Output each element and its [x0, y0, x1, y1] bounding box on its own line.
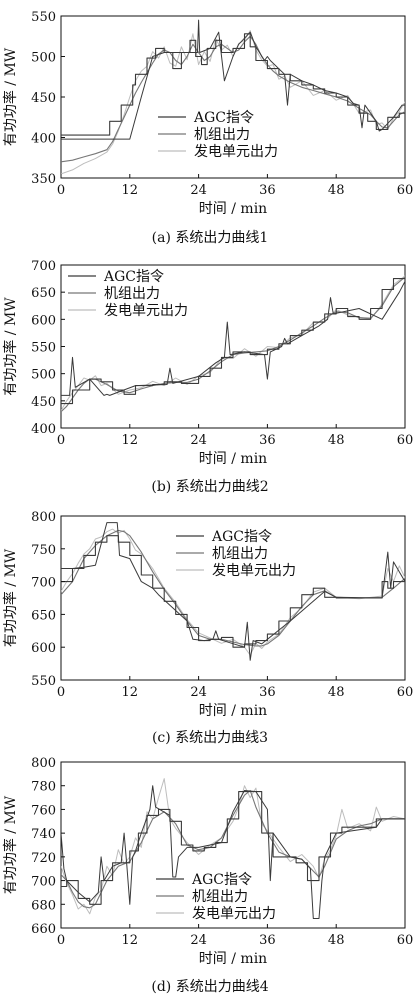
y-tick-label: 400 — [31, 422, 56, 437]
legend-label: AGC指令 — [193, 110, 254, 126]
x-axis-title: 时间 / min — [199, 201, 267, 217]
series-line-4 — [61, 281, 405, 396]
series-line-4 — [61, 785, 405, 919]
series-line-3 — [61, 778, 405, 915]
y-tick-label: 700 — [31, 875, 56, 890]
x-tick-label: 24 — [190, 183, 207, 198]
x-tick-label: 24 — [190, 433, 207, 448]
y-tick-label: 780 — [31, 780, 56, 795]
series-line-1 — [61, 535, 405, 648]
x-tick-label: 60 — [397, 685, 414, 700]
panel-caption: (c) 系统出力曲线3 — [152, 730, 268, 746]
legend-label: 发电单元出力 — [104, 303, 188, 319]
plot-frame — [60, 761, 406, 929]
x-tick-label: 60 — [397, 933, 414, 948]
legend-label: AGC指令 — [211, 529, 272, 545]
x-tick-label: 24 — [190, 933, 207, 948]
y-tick-label: 800 — [31, 510, 56, 525]
x-tick-label: 0 — [57, 183, 65, 198]
series-group — [61, 19, 405, 175]
legend-label: 发电单元出力 — [192, 906, 276, 922]
legend-label: 发电单元出力 — [212, 563, 296, 579]
x-tick-label: 12 — [122, 183, 139, 198]
y-tick-label: 700 — [31, 259, 56, 274]
x-tick-label: 0 — [57, 685, 65, 700]
y-tick-label: 720 — [31, 851, 56, 866]
x-axis-title: 时间 / min — [199, 951, 267, 967]
x-axis-title: 时间 / min — [199, 703, 267, 719]
series-group — [61, 275, 405, 413]
series-group — [61, 522, 405, 661]
series-line-1 — [61, 33, 405, 136]
legend-label: 机组出力 — [104, 286, 160, 302]
x-tick-label: 12 — [122, 433, 139, 448]
x-tick-label: 0 — [57, 433, 65, 448]
legend-label: AGC指令 — [191, 872, 252, 888]
y-tick-label: 650 — [31, 608, 56, 623]
legend-label: 机组出力 — [194, 127, 250, 143]
y-tick-label: 700 — [31, 576, 56, 591]
panel-caption: (b) 系统出力曲线2 — [151, 479, 268, 495]
y-tick-label: 650 — [31, 286, 56, 301]
y-axis-title: 有功功率 / MW — [2, 47, 19, 146]
x-tick-label: 36 — [259, 433, 276, 448]
y-axis-title: 有功功率 / MW — [2, 548, 19, 647]
y-tick-label: 550 — [31, 674, 56, 689]
panel-caption: (d) 系统出力曲线4 — [151, 979, 268, 995]
x-tick-label: 12 — [122, 933, 139, 948]
x-tick-label: 48 — [328, 433, 345, 448]
series-line-3 — [61, 528, 405, 656]
y-tick-label: 750 — [31, 543, 56, 558]
series-group — [61, 778, 405, 919]
x-tick-label: 36 — [259, 183, 276, 198]
y-tick-label: 660 — [31, 922, 56, 937]
y-tick-label: 760 — [31, 803, 56, 818]
y-tick-label: 550 — [31, 341, 56, 356]
y-tick-label: 680 — [31, 898, 56, 913]
x-tick-label: 48 — [328, 933, 345, 948]
plot-frame — [60, 515, 406, 681]
y-tick-label: 450 — [31, 395, 56, 410]
y-tick-label: 600 — [31, 313, 56, 328]
x-tick-label: 36 — [259, 933, 276, 948]
chart-panel-3: 0 12 24 36 48 60 550 600 650 700 750 800 时间 / min 有功功… — [2, 510, 413, 746]
x-tick-label: 24 — [190, 685, 207, 700]
chart-panel-2: 0 12 24 36 48 60 400 450 500 550 600 650 700 时间 / min… — [2, 259, 413, 495]
legend-label: 机组出力 — [212, 546, 268, 562]
legend-label: 机组出力 — [192, 889, 248, 905]
y-axis-title: 有功功率 / MW — [2, 297, 19, 396]
series-line-1 — [61, 791, 405, 905]
series-line-4 — [61, 19, 405, 140]
x-tick-label: 36 — [259, 685, 276, 700]
series-line-1 — [61, 278, 405, 405]
chart-panel-4: 0 12 24 36 48 60 660 680 700 720 740 760 780 800 时间 / … — [2, 756, 413, 995]
y-tick-label: 800 — [31, 756, 56, 771]
y-tick-label: 400 — [31, 132, 56, 147]
x-axis-title: 时间 / min — [199, 451, 267, 467]
y-tick-label: 600 — [31, 641, 56, 656]
y-tick-label: 550 — [31, 10, 56, 25]
panel-caption: (a) 系统出力曲线1 — [152, 230, 269, 246]
y-tick-label: 450 — [31, 91, 56, 106]
y-tick-label: 350 — [31, 172, 56, 187]
legend-label: 发电单元出力 — [194, 144, 278, 160]
chart-panel-1: 0 12 24 36 48 60 350 400 450 500 550 时间 / min 有功功率 /… — [2, 10, 413, 246]
x-tick-label: 12 — [122, 685, 139, 700]
legend-label: AGC指令 — [103, 269, 164, 285]
y-tick-label: 500 — [31, 51, 56, 66]
y-axis-title: 有功功率 / MW — [2, 795, 19, 894]
x-tick-label: 60 — [397, 433, 414, 448]
y-tick-label: 740 — [31, 827, 56, 842]
x-tick-label: 60 — [397, 183, 414, 198]
x-tick-label: 48 — [328, 183, 345, 198]
x-tick-label: 0 — [57, 933, 65, 948]
x-tick-label: 48 — [328, 685, 345, 700]
y-tick-label: 500 — [31, 368, 56, 383]
series-line-2 — [61, 35, 405, 163]
